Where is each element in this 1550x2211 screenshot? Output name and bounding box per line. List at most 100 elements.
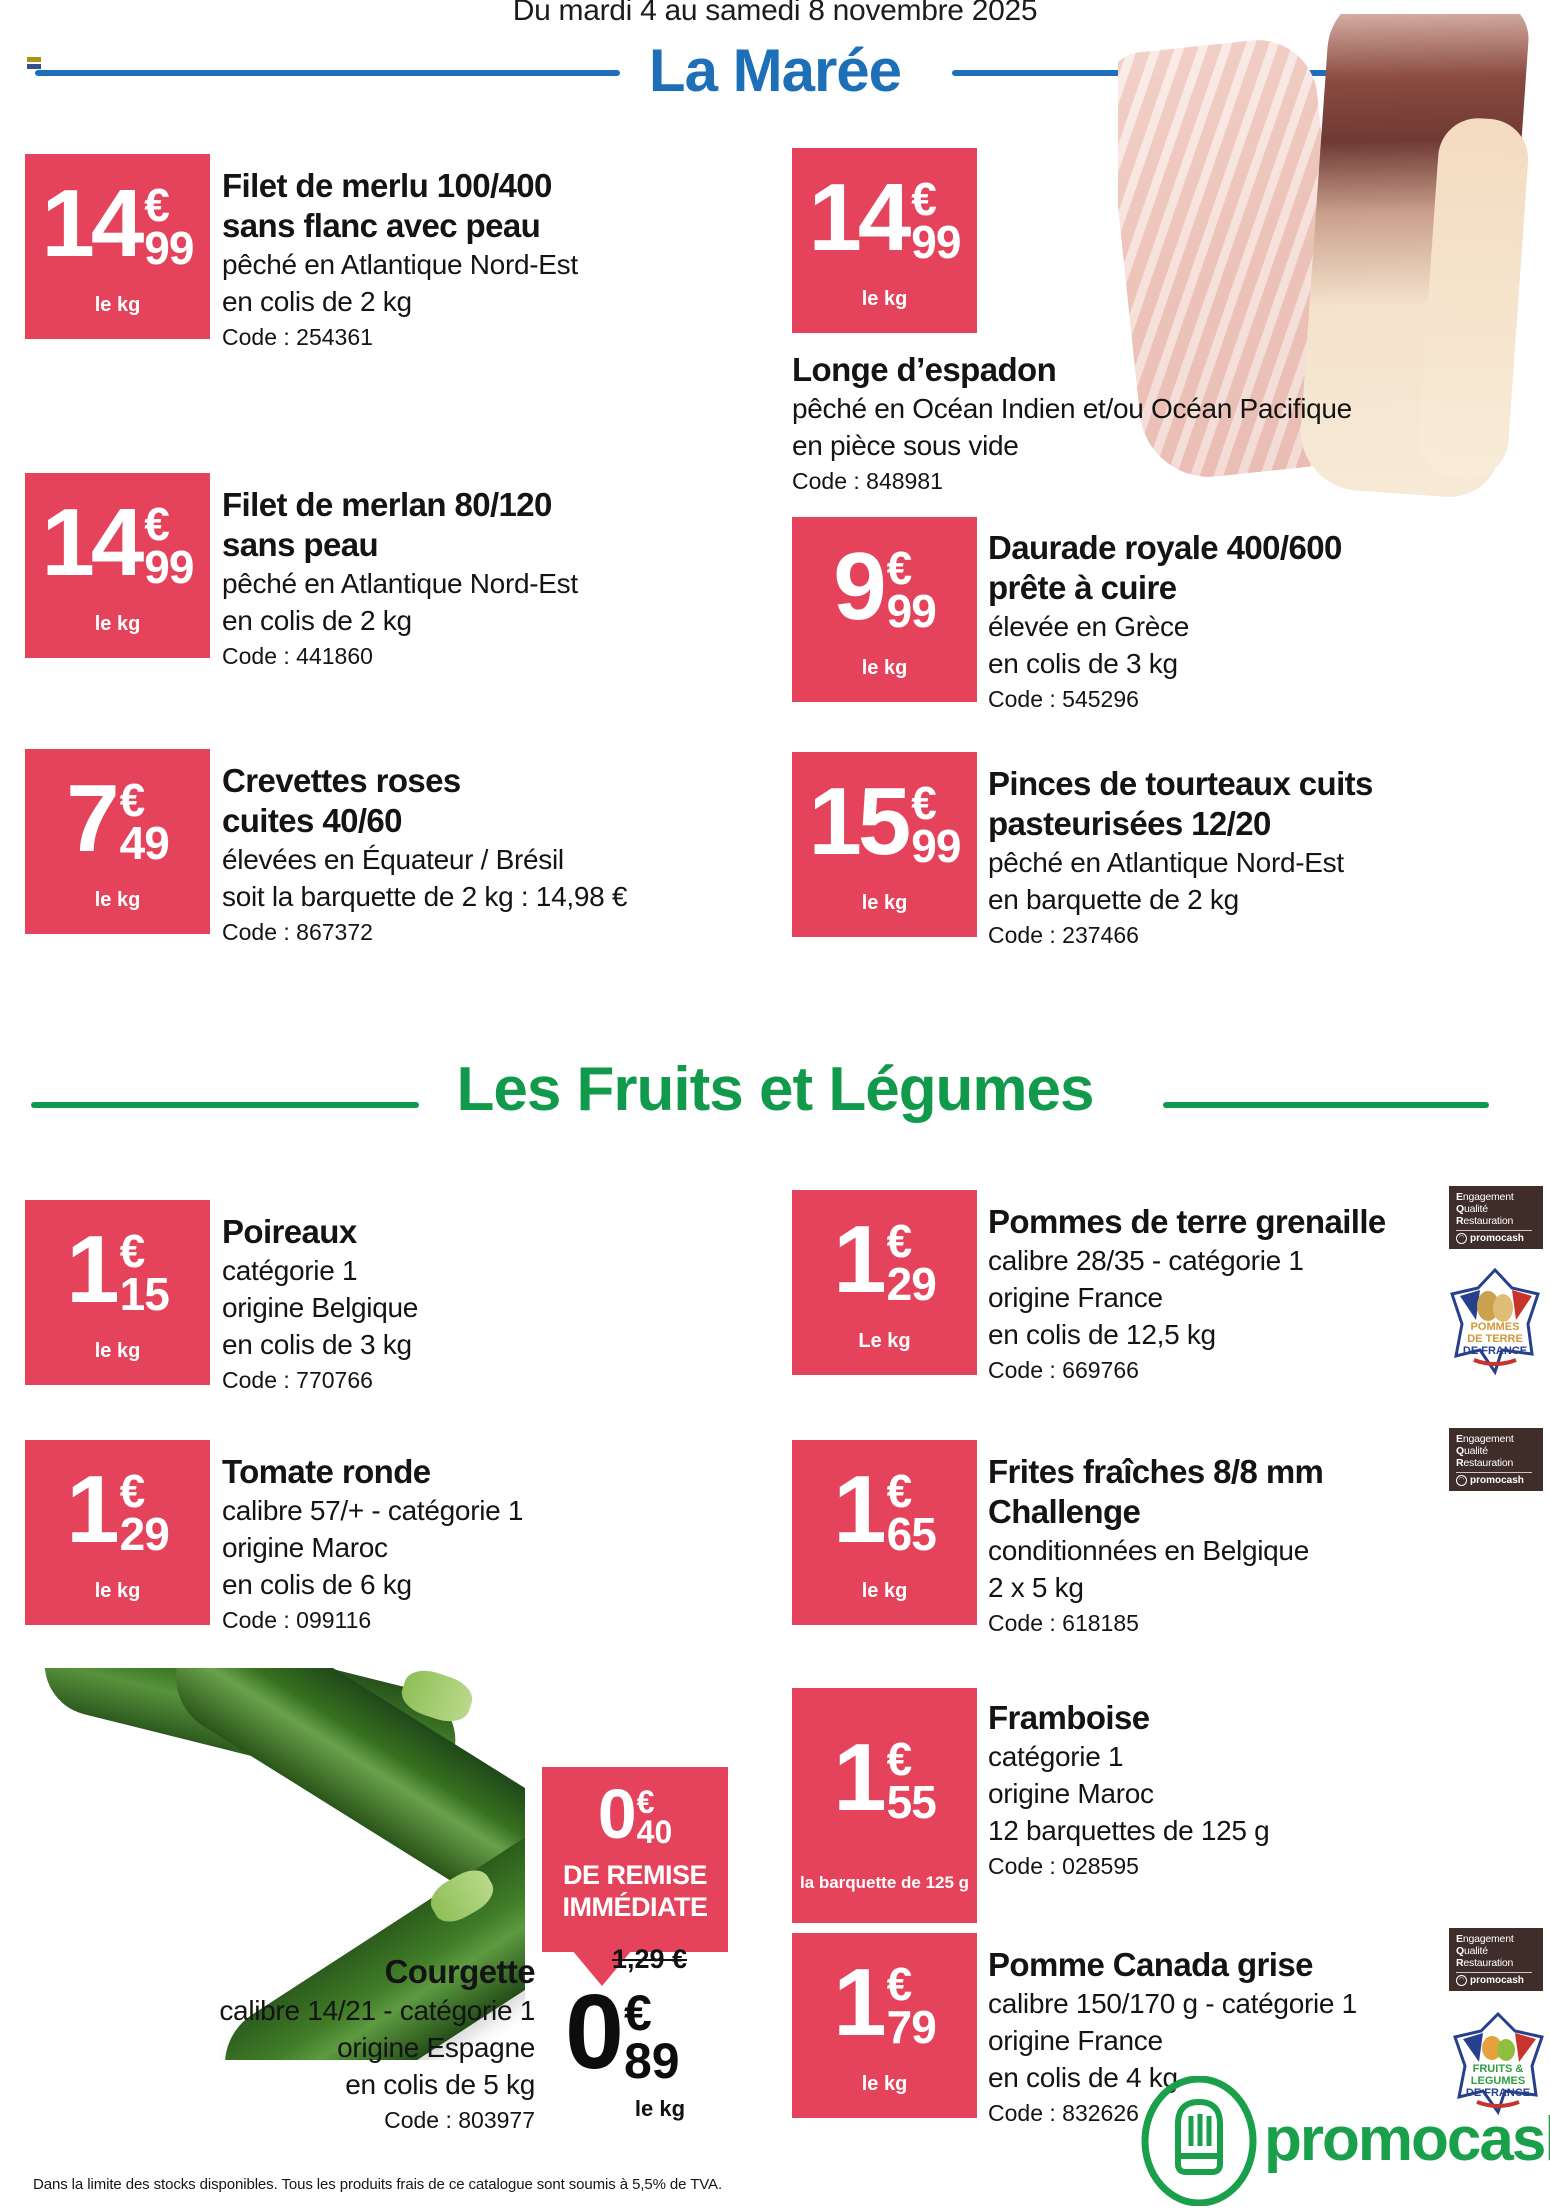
price: 9 €99	[792, 538, 977, 638]
price: 15 €99	[792, 773, 977, 873]
price-unit: le kg	[861, 2073, 908, 2095]
old-price: 1,29 €	[612, 1944, 688, 1974]
section-title-fruits: Les Fruits et Légumes	[456, 1055, 1094, 1124]
product-title: prête à cuire	[988, 569, 1177, 606]
price: 1 €79	[792, 1954, 977, 2054]
price: 14 €99	[25, 170, 210, 277]
promocash-hat-icon: ◠	[1456, 1475, 1467, 1486]
product-crevettes: Crevettes roses cuites 40/60 élevées en …	[222, 761, 762, 947]
euro-sign: €	[886, 542, 913, 594]
price-cents: 99	[886, 585, 937, 638]
product-desc: origine Belgique	[222, 1292, 419, 1323]
product-desc: en colis de 5 kg	[345, 2069, 535, 2100]
promocash-logo: promocash	[1140, 2075, 1550, 2211]
page-corner-marker-icon	[27, 57, 41, 70]
price-unit: le kg	[861, 657, 908, 679]
price-euros: 1	[833, 1206, 886, 1313]
product-desc: 2 x 5 kg	[988, 1572, 1084, 1603]
discount-label: IMMÉDIATE	[562, 1892, 709, 1922]
product-poireaux: Poireaux catégorie 1 origine Belgique en…	[222, 1212, 702, 1395]
price-tag: 14 €99 le kg	[25, 473, 210, 658]
product-title: Crevettes roses	[222, 762, 461, 799]
product-merlu: Filet de merlu 100/400 sans flanc avec p…	[222, 166, 702, 352]
product-code: Code : 441860	[222, 643, 373, 669]
price: 1 €65	[792, 1456, 977, 1563]
product-desc: pêché en Océan Indien et/ou Océan Pacifi…	[792, 393, 1352, 424]
eqr-badge: Engagement Qualité Restauration ◠ promoca…	[1449, 1428, 1543, 1491]
product-frites: Frites fraîches 8/8 mm Challenge conditi…	[988, 1452, 1448, 1638]
product-desc: en barquette de 2 kg	[988, 884, 1239, 915]
euro-sign: €	[911, 777, 937, 829]
eqr-brand: promocash	[1470, 1475, 1524, 1486]
price: 1 €15	[25, 1221, 210, 1318]
price-euros: 14	[808, 164, 912, 271]
price-unit: le kg	[94, 889, 141, 911]
product-title: Pinces de tourteaux cuits	[988, 765, 1373, 802]
discount-cents: 40	[636, 1814, 673, 1851]
price-tag: 1 €79 le kg	[792, 1933, 977, 2118]
price: 7 €49	[25, 765, 210, 872]
price-cents: 29	[119, 1508, 170, 1561]
price-tag: 1 €65 le kg	[792, 1440, 977, 1625]
price-tag: 1 €29 Le kg	[792, 1190, 977, 1375]
price-unit: le kg	[861, 1580, 908, 1602]
discount-amount: 0 €40	[542, 1775, 728, 1853]
price-tag: 1 €55 la barquette de 125 g	[792, 1688, 977, 1923]
price-cents: 99	[911, 820, 961, 873]
fruits-legumes-de-france-logo: FRUITS & LEGUMES DE FRANCE	[1452, 2012, 1544, 2116]
price-cents: 79	[886, 2001, 937, 2054]
product-courgette: Courgette calibre 14/21 - catégorie 1 or…	[160, 1952, 535, 2135]
section-divider-line	[1163, 1102, 1489, 1108]
new-price: 0 €89	[565, 1979, 680, 2085]
price-unit: le kg	[94, 294, 141, 316]
svg-text:FRUITS &: FRUITS &	[1473, 2063, 1524, 2075]
price-tag: 1 €29 le kg	[25, 1440, 210, 1625]
product-code: Code : 867372	[222, 919, 373, 945]
euro-sign: €	[886, 1465, 913, 1517]
price: 1 €29	[25, 1456, 210, 1563]
product-desc: catégorie 1	[988, 1741, 1124, 1772]
price-cents: 65	[886, 1508, 937, 1561]
promocash-hat-icon: ◠	[1456, 1233, 1467, 1244]
section-title-maree: La Marée	[648, 37, 902, 104]
product-title: Frites fraîches 8/8 mm	[988, 1453, 1324, 1490]
price-tag: 14 €99 le kg	[792, 148, 977, 333]
eqr-label: Engagement	[1456, 1933, 1514, 1945]
product-desc: calibre 150/170 g - catégorie 1	[988, 1988, 1357, 2019]
price-cents: 99	[911, 216, 961, 269]
eqr-label: Engagement	[1456, 1191, 1514, 1203]
product-code: Code : 254361	[222, 324, 373, 350]
eqr-label: Engagement	[1456, 1433, 1514, 1445]
price-euros: 14	[41, 489, 145, 596]
product-code: Code : 618185	[988, 1610, 1139, 1636]
discount-euros: 0	[597, 1775, 637, 1853]
eqr-badge: Engagement Qualité Restauration ◠ promoca…	[1449, 1186, 1543, 1249]
price-euros: 7	[66, 765, 119, 872]
product-code: Code : 237466	[988, 922, 1139, 948]
euro-sign: €	[911, 173, 937, 225]
promocash-hat-icon: ◠	[1456, 1975, 1467, 1986]
product-title: pasteurisées 12/20	[988, 805, 1271, 842]
product-framboise: Framboise catégorie 1 origine Maroc 12 b…	[988, 1698, 1448, 1881]
price-cents: 55	[886, 1776, 937, 1829]
price-euros: 1	[833, 1456, 886, 1563]
svg-text:DE TERRE: DE TERRE	[1467, 1333, 1523, 1345]
product-desc: en colis de 3 kg	[222, 1329, 412, 1360]
price-unit: le kg	[861, 288, 908, 310]
price-euros: 1	[66, 1456, 119, 1563]
product-title: Poireaux	[222, 1213, 357, 1250]
product-merlan: Filet de merlan 80/120 sans peau pêché e…	[222, 485, 702, 671]
product-espadon: Longe d’espadon pêché en Océan Indien et…	[792, 350, 1452, 496]
chef-hat-icon	[1140, 2075, 1258, 2211]
euro-sign: €	[144, 498, 170, 550]
price-cents: 99	[144, 222, 194, 275]
price: 1 €55	[792, 1729, 977, 1829]
pommes-de-terre-de-france-logo: POMMES DE TERRE DE FRANCE	[1450, 1268, 1540, 1378]
product-desc: en colis de 4 kg	[988, 2062, 1178, 2093]
product-code: Code : 545296	[988, 686, 1139, 712]
price-euros: 14	[41, 170, 145, 277]
price-tag: 9 €99 le kg	[792, 517, 977, 702]
euro-sign: €	[623, 1985, 652, 2041]
eqr-label: Qualité	[1456, 1945, 1488, 1957]
price: 1 €29	[792, 1206, 977, 1313]
